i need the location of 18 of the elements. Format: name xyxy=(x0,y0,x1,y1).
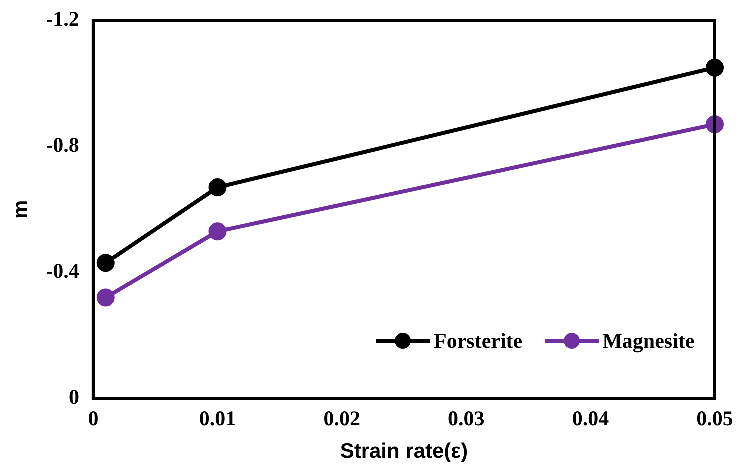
point xyxy=(208,178,227,197)
y-axis-title: m xyxy=(9,200,32,219)
point xyxy=(96,288,115,307)
x-axis-title: Strain rate(ε) xyxy=(340,440,468,464)
legend-label: Forsterite xyxy=(434,328,523,354)
x-tick-label: 0.04 xyxy=(572,406,610,431)
y-tick-label: -0.8 xyxy=(46,133,80,158)
y-tick-label: 0 xyxy=(68,385,80,410)
x-tick-label: 0.05 xyxy=(696,406,734,431)
legend-label: Magnesite xyxy=(602,328,695,354)
point xyxy=(208,222,227,241)
x-tick-label: 0.01 xyxy=(199,406,236,431)
y-tick-label: -1.2 xyxy=(46,7,80,32)
point xyxy=(96,254,115,272)
x-tick-label: 0 xyxy=(88,406,99,431)
x-tick-label: 0.03 xyxy=(448,406,485,431)
x-tick-label: 0.02 xyxy=(324,406,360,431)
y-tick-label: -0.4 xyxy=(46,259,80,284)
